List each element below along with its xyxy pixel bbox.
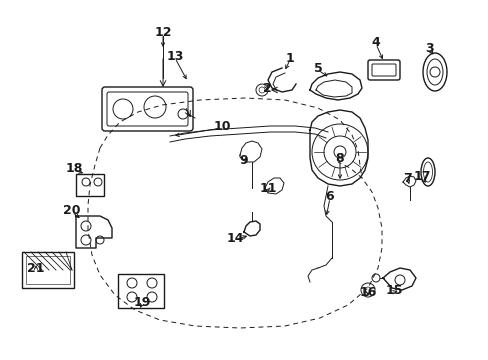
Text: 14: 14 [226,231,243,244]
Text: 4: 4 [371,36,380,49]
Text: 17: 17 [412,170,430,183]
Text: 1: 1 [285,51,294,64]
Text: 20: 20 [63,203,81,216]
Text: 13: 13 [166,49,183,63]
Text: 2: 2 [262,81,271,94]
Text: 18: 18 [65,162,82,175]
Text: 10: 10 [213,120,230,132]
Text: 3: 3 [425,41,433,54]
Text: 16: 16 [359,285,376,298]
Text: 8: 8 [335,152,344,165]
Text: 11: 11 [259,181,276,194]
Bar [76,174,104,196]
Text: 5: 5 [313,62,322,75]
Text: 21: 21 [27,261,45,274]
Text: 19: 19 [133,296,150,309]
Bar [26,256,70,284]
Text: 15: 15 [385,284,402,297]
Text: 7: 7 [403,171,411,184]
Bar [22,252,74,288]
Text: 6: 6 [325,189,334,202]
Text: 12: 12 [154,26,171,39]
Bar [118,274,163,308]
Text: 9: 9 [239,153,248,166]
